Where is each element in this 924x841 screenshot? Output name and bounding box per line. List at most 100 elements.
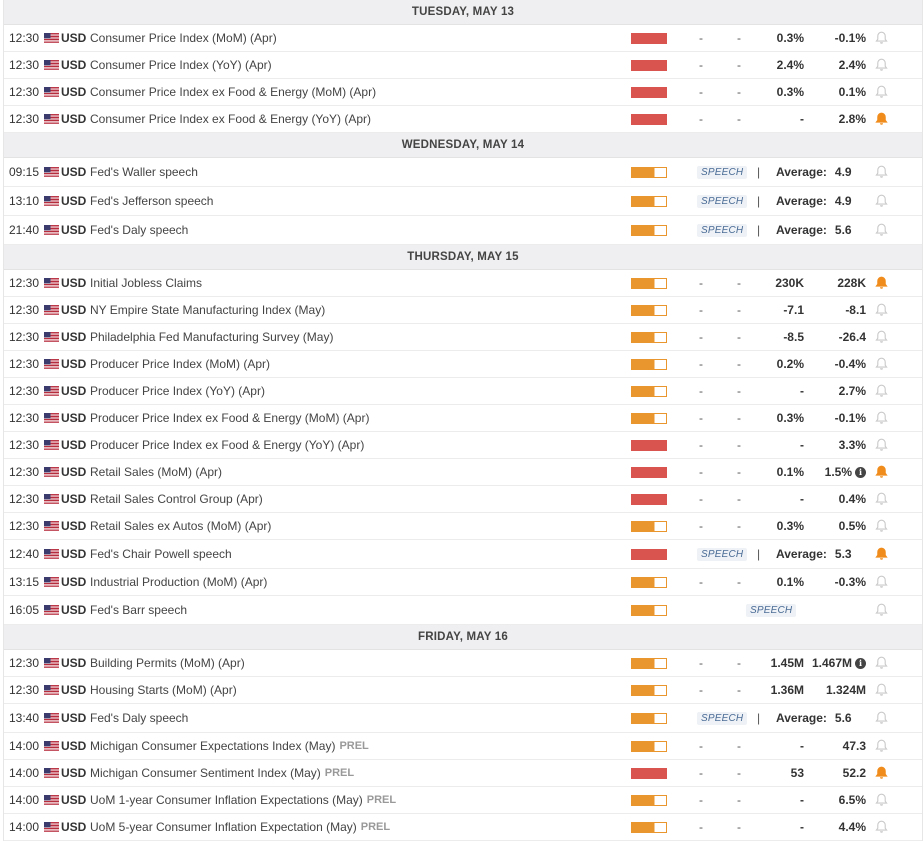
- event-row[interactable]: 14:00 USD UoM 1-year Consumer Inflation Ex…: [4, 787, 922, 814]
- event-name-link[interactable]: Housing Starts (MoM) (Apr): [90, 677, 237, 703]
- event-row[interactable]: 13:40 USD Fed's Daly speech SPEECH | Average:…: [4, 704, 922, 733]
- bell-icon[interactable]: [873, 814, 889, 840]
- event-row[interactable]: 09:15 USD Fed's Waller speech SPEECH | Averag…: [4, 158, 922, 187]
- event-name-link[interactable]: Producer Price Index (MoM) (Apr): [90, 351, 270, 377]
- event-name-link[interactable]: NY Empire State Manufacturing Index (May…: [90, 297, 325, 323]
- event-row[interactable]: 14:00 USD Michigan Consumer Expectations I…: [4, 733, 922, 760]
- high-impact-bar: [631, 32, 667, 44]
- event-row[interactable]: 12:30 USD Consumer Price Index ex Food & E…: [4, 106, 922, 133]
- event-name-link[interactable]: Fed's Chair Powell speech: [90, 540, 232, 568]
- separator: |: [757, 223, 761, 237]
- event-name-link[interactable]: Producer Price Index ex Food & Energy (Y…: [90, 432, 364, 458]
- bell-icon[interactable]: [873, 216, 889, 244]
- event-row[interactable]: 14:00 USD Michigan Consumer Sentiment Inde…: [4, 760, 922, 787]
- event-name-link[interactable]: Fed's Waller speech: [90, 158, 198, 186]
- event-row[interactable]: 12:30 USD Retail Sales (MoM) (Apr) - -0.1% 1.…: [4, 459, 922, 486]
- event-row[interactable]: 16:05 USD Fed's Barr speech SPEECH: [4, 596, 922, 625]
- event-name-link[interactable]: Fed's Daly speech: [90, 216, 188, 244]
- bell-active-icon[interactable]: [873, 270, 889, 296]
- bell-icon[interactable]: [873, 432, 889, 458]
- event-name-link[interactable]: Consumer Price Index ex Food & Energy (M…: [90, 79, 376, 105]
- bell-icon[interactable]: [873, 187, 889, 215]
- event-name-link[interactable]: Retail Sales ex Autos (MoM) (Apr): [90, 513, 271, 539]
- event-name-link[interactable]: Retail Sales (MoM) (Apr): [90, 459, 222, 485]
- bell-icon[interactable]: [873, 52, 889, 78]
- event-name-link[interactable]: Retail Sales Control Group (Apr): [90, 486, 263, 512]
- event-row[interactable]: 14:00 USD UoM 5-year Consumer Inflation Ex…: [4, 814, 922, 841]
- bell-icon[interactable]: [873, 297, 889, 323]
- event-row[interactable]: 12:30 USD Housing Starts (MoM) (Apr) - - 1.36…: [4, 677, 922, 704]
- info-icon[interactable]: i: [855, 657, 866, 669]
- bell-icon[interactable]: [873, 79, 889, 105]
- event-name-link[interactable]: Michigan Consumer Sentiment Index (May) P…: [90, 760, 354, 786]
- bell-icon[interactable]: [873, 378, 889, 404]
- event-name-link[interactable]: Michigan Consumer Expectations Index (Ma…: [90, 733, 369, 759]
- us-flag-icon: [44, 79, 59, 105]
- event-name-link[interactable]: Consumer Price Index (YoY) (Apr): [90, 52, 272, 78]
- event-name-link[interactable]: Fed's Jefferson speech: [90, 187, 213, 215]
- currency-code: USD: [61, 165, 87, 179]
- previous-value: 1.5% i: [804, 459, 866, 485]
- bell-icon[interactable]: [873, 733, 889, 759]
- event-name-link[interactable]: Consumer Price Index ex Food & Energy (Y…: [90, 106, 371, 132]
- bell-icon[interactable]: [873, 677, 889, 703]
- actual-value: -: [699, 793, 703, 807]
- event-row[interactable]: 12:30 USD Producer Price Index ex Food & E…: [4, 432, 922, 459]
- bell-icon[interactable]: [873, 513, 889, 539]
- bell-icon[interactable]: [873, 787, 889, 813]
- event-name-link[interactable]: Philadelphia Fed Manufacturing Survey (M…: [90, 324, 333, 350]
- event-name: Producer Price Index ex Food & Energy (M…: [90, 411, 370, 425]
- event-row[interactable]: 12:30 USD Retail Sales ex Autos (MoM) (Apr…: [4, 513, 922, 540]
- event-row[interactable]: 13:15 USD Industrial Production (MoM) (Apr…: [4, 569, 922, 596]
- bell-icon[interactable]: [873, 650, 889, 676]
- currency-code: USD: [61, 438, 87, 452]
- bell-icon[interactable]: [873, 351, 889, 377]
- event-name-link[interactable]: Fed's Daly speech: [90, 704, 188, 732]
- consensus-value: -: [800, 492, 804, 506]
- bell-active-icon[interactable]: [873, 760, 889, 786]
- event-row[interactable]: 12:30 USD Producer Price Index ex Food & E…: [4, 405, 922, 432]
- bell-icon[interactable]: [873, 405, 889, 431]
- event-row[interactable]: 12:30 USD Initial Jobless Claims - - 230K 228K: [4, 270, 922, 297]
- high-impact-bar: [631, 466, 667, 478]
- event-row[interactable]: 12:30 USD Producer Price Index (MoM) (Apr)…: [4, 351, 922, 378]
- event-time: 12:30: [9, 303, 40, 317]
- event-name: Consumer Price Index (YoY) (Apr): [90, 58, 272, 72]
- medium-impact-bar: [631, 166, 667, 178]
- event-name-link[interactable]: UoM 5-year Consumer Inflation Expectatio…: [90, 814, 390, 840]
- event-name-link[interactable]: Producer Price Index (YoY) (Apr): [90, 378, 265, 404]
- event-time: 12:30: [9, 112, 40, 126]
- bell-icon[interactable]: [873, 596, 889, 624]
- event-row[interactable]: 12:30 USD Retail Sales Control Group (Apr)…: [4, 486, 922, 513]
- event-time: 12:40: [9, 547, 40, 561]
- previous-text: 0.4%: [838, 492, 866, 506]
- bell-icon[interactable]: [873, 25, 889, 51]
- info-icon[interactable]: i: [855, 466, 866, 478]
- bell-active-icon[interactable]: [873, 459, 889, 485]
- event-row[interactable]: 12:30 USD Philadelphia Fed Manufacturing S…: [4, 324, 922, 351]
- event-name-link[interactable]: Producer Price Index ex Food & Energy (M…: [90, 405, 369, 431]
- event-name-link[interactable]: Consumer Price Index (MoM) (Apr): [90, 25, 277, 51]
- bell-icon[interactable]: [873, 569, 889, 595]
- event-row[interactable]: 12:30 USD Building Permits (MoM) (Apr) - - 1.…: [4, 650, 922, 677]
- event-row[interactable]: 12:30 USD Producer Price Index (YoY) (Apr)…: [4, 378, 922, 405]
- bell-icon[interactable]: [873, 324, 889, 350]
- event-row[interactable]: 12:30 USD Consumer Price Index (MoM) (Apr)…: [4, 25, 922, 52]
- event-row[interactable]: 12:40 USD Fed's Chair Powell speech SPEECH |…: [4, 540, 922, 569]
- bell-icon[interactable]: [873, 486, 889, 512]
- event-name-link[interactable]: Initial Jobless Claims: [90, 270, 202, 296]
- event-name-link[interactable]: UoM 1-year Consumer Inflation Expectatio…: [90, 787, 396, 813]
- speech-average: Average: 4.9: [768, 187, 852, 215]
- event-name-link[interactable]: Industrial Production (MoM) (Apr): [90, 569, 267, 595]
- event-row[interactable]: 13:10 USD Fed's Jefferson speech SPEECH | Ave…: [4, 187, 922, 216]
- event-name-link[interactable]: Fed's Barr speech: [90, 596, 187, 624]
- bell-active-icon[interactable]: [873, 540, 889, 568]
- event-row[interactable]: 12:30 USD NY Empire State Manufacturing In…: [4, 297, 922, 324]
- bell-icon[interactable]: [873, 704, 889, 732]
- bell-active-icon[interactable]: [873, 106, 889, 132]
- event-name-link[interactable]: Building Permits (MoM) (Apr): [90, 650, 245, 676]
- event-row[interactable]: 12:30 USD Consumer Price Index (YoY) (Apr)…: [4, 52, 922, 79]
- bell-icon[interactable]: [873, 158, 889, 186]
- event-row[interactable]: 21:40 USD Fed's Daly speech SPEECH | Average:…: [4, 216, 922, 245]
- event-row[interactable]: 12:30 USD Consumer Price Index ex Food & E…: [4, 79, 922, 106]
